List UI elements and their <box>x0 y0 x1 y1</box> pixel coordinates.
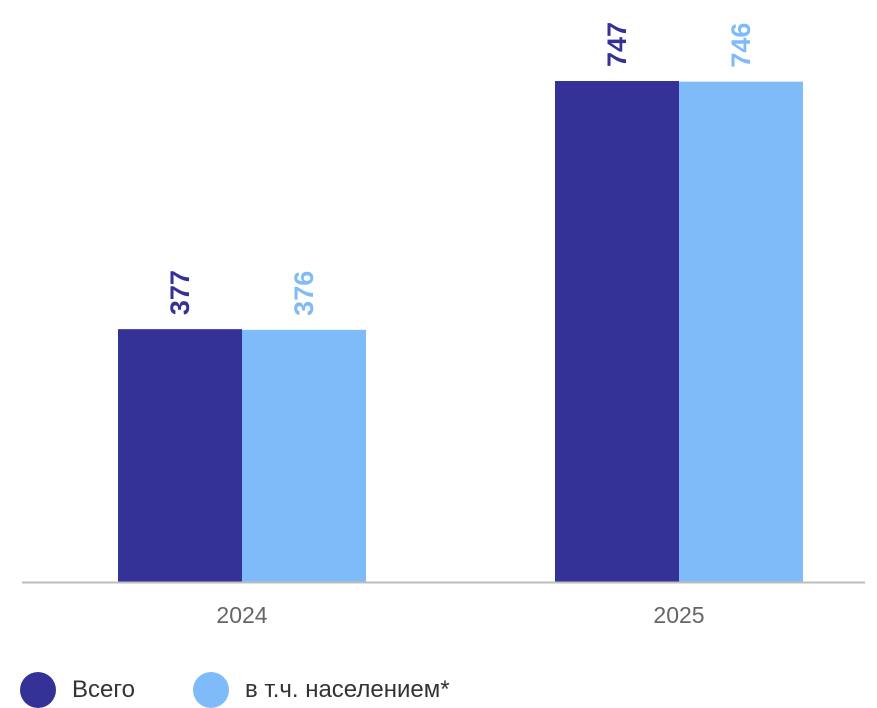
bar-2025-series-1 <box>679 81 803 582</box>
bar-2024-series-1 <box>242 329 366 582</box>
bar-chart: 377 376 2024 747 746 2025 <box>22 22 865 628</box>
legend-swatch-population <box>192 672 229 708</box>
legend: Всего в т.ч. населением* <box>20 672 508 708</box>
bar-2025-series-0 <box>555 81 679 582</box>
data-label-2025-series-1: 746 <box>726 23 756 68</box>
legend-label-population: в т.ч. населением* <box>244 676 450 703</box>
legend-swatch-total <box>20 672 56 708</box>
legend-item-total: Всего <box>20 672 135 708</box>
x-tick-label-2024: 2024 <box>216 602 267 628</box>
data-label-2024-series-0: 377 <box>165 270 195 315</box>
data-label-2024-series-1: 376 <box>289 271 319 316</box>
bar-2024-series-0 <box>118 329 242 582</box>
legend-item-population: в т.ч. населением* <box>192 672 450 708</box>
x-tick-label-2025: 2025 <box>653 602 704 628</box>
data-label-2025-series-0: 747 <box>602 22 632 67</box>
legend-label-total: Всего <box>72 676 135 703</box>
